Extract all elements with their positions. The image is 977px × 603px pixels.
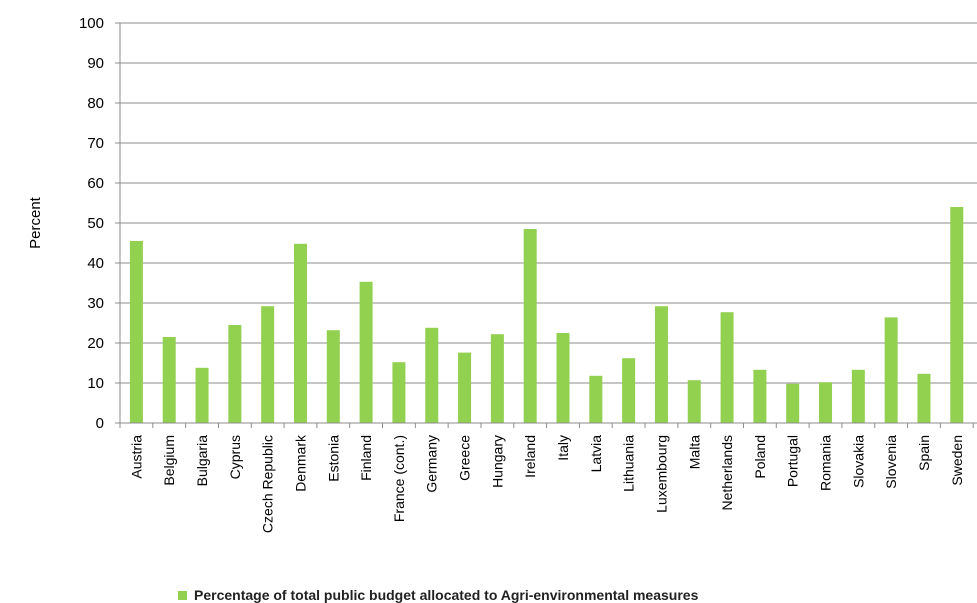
bar	[556, 333, 570, 423]
x-tick-label: Sweden	[949, 435, 965, 486]
y-tick-labels: 0 10 20 30 40 50 60 70 80 90 100	[79, 15, 104, 432]
bar	[162, 337, 176, 423]
y-tick-label: 30	[87, 295, 104, 312]
bar	[261, 306, 275, 423]
x-tick-label: France (cont.)	[391, 435, 407, 522]
x-tick-label: Belgium	[161, 435, 177, 486]
bar	[786, 383, 800, 423]
x-tick-label: Cyprus	[227, 435, 243, 479]
x-tick-labels: Austria Belgium Bulgaria Cyprus Czech Republ…	[128, 434, 965, 533]
bar	[950, 207, 964, 423]
x-tick-label: Slovenia	[883, 435, 899, 489]
y-tick-label: 40	[87, 255, 104, 272]
bar	[392, 362, 406, 423]
x-tick-label: Lithuania	[621, 435, 637, 492]
y-tick-label: 50	[87, 215, 104, 232]
bar	[195, 367, 209, 423]
legend-label: Percentage of total public budget alloca…	[194, 587, 699, 603]
x-tick-label: Finland	[358, 435, 374, 481]
bar	[359, 281, 373, 423]
bar	[458, 352, 472, 423]
x-tick-label: Portugal	[785, 435, 801, 487]
y-tick-label: 80	[87, 95, 104, 112]
bar	[228, 325, 242, 423]
bar	[490, 334, 504, 423]
bar	[523, 229, 537, 423]
y-tick-label: 0	[96, 415, 104, 432]
bar	[129, 241, 143, 423]
x-tick-label: Malta	[686, 435, 702, 469]
bar	[687, 380, 701, 423]
x-tick-label: Bulgaria	[194, 435, 210, 487]
gridlines	[120, 22, 977, 384]
legend: Percentage of total public budget alloca…	[178, 587, 699, 603]
y-tick-label: 70	[87, 135, 104, 152]
x-tick-label: Austria	[128, 435, 144, 479]
bar	[917, 373, 931, 423]
x-tick-label: Germany	[424, 435, 440, 493]
x-tick-label: Spain	[916, 435, 932, 471]
y-tick-label: 60	[87, 175, 104, 192]
bar	[589, 375, 603, 423]
bar	[425, 327, 439, 423]
y-tick-label: 90	[87, 55, 104, 72]
axes	[115, 22, 977, 428]
bar	[293, 243, 307, 423]
x-tick-label: Luxembourg	[653, 435, 669, 513]
bars	[129, 207, 964, 423]
x-tick-label: Romania	[818, 435, 834, 491]
y-axis-label: Percent	[27, 196, 44, 249]
legend-swatch	[178, 591, 187, 600]
bar	[819, 382, 833, 423]
x-tick-label: Denmark	[292, 434, 308, 492]
bar	[654, 306, 668, 423]
bar	[851, 369, 865, 423]
x-tick-label: Hungary	[489, 435, 505, 488]
x-tick-label: Poland	[752, 435, 768, 479]
bar	[326, 330, 340, 423]
x-tick-label: Slovakia	[850, 435, 866, 488]
x-tick-label: Greece	[457, 435, 473, 481]
x-tick-label: Netherlands	[719, 435, 735, 511]
bar	[884, 317, 898, 423]
x-tick-label: Ireland	[522, 435, 538, 478]
bar	[753, 369, 767, 423]
x-tick-label: Latvia	[588, 435, 604, 473]
y-tick-label: 20	[87, 335, 104, 352]
x-tick-label: Estonia	[325, 435, 341, 482]
x-tick-label: Czech Republic	[260, 435, 276, 533]
bar	[622, 358, 636, 423]
y-tick-label: 100	[79, 15, 104, 32]
x-tick-label: Italy	[555, 435, 571, 461]
y-tick-label: 10	[87, 375, 104, 392]
bar	[720, 312, 734, 423]
